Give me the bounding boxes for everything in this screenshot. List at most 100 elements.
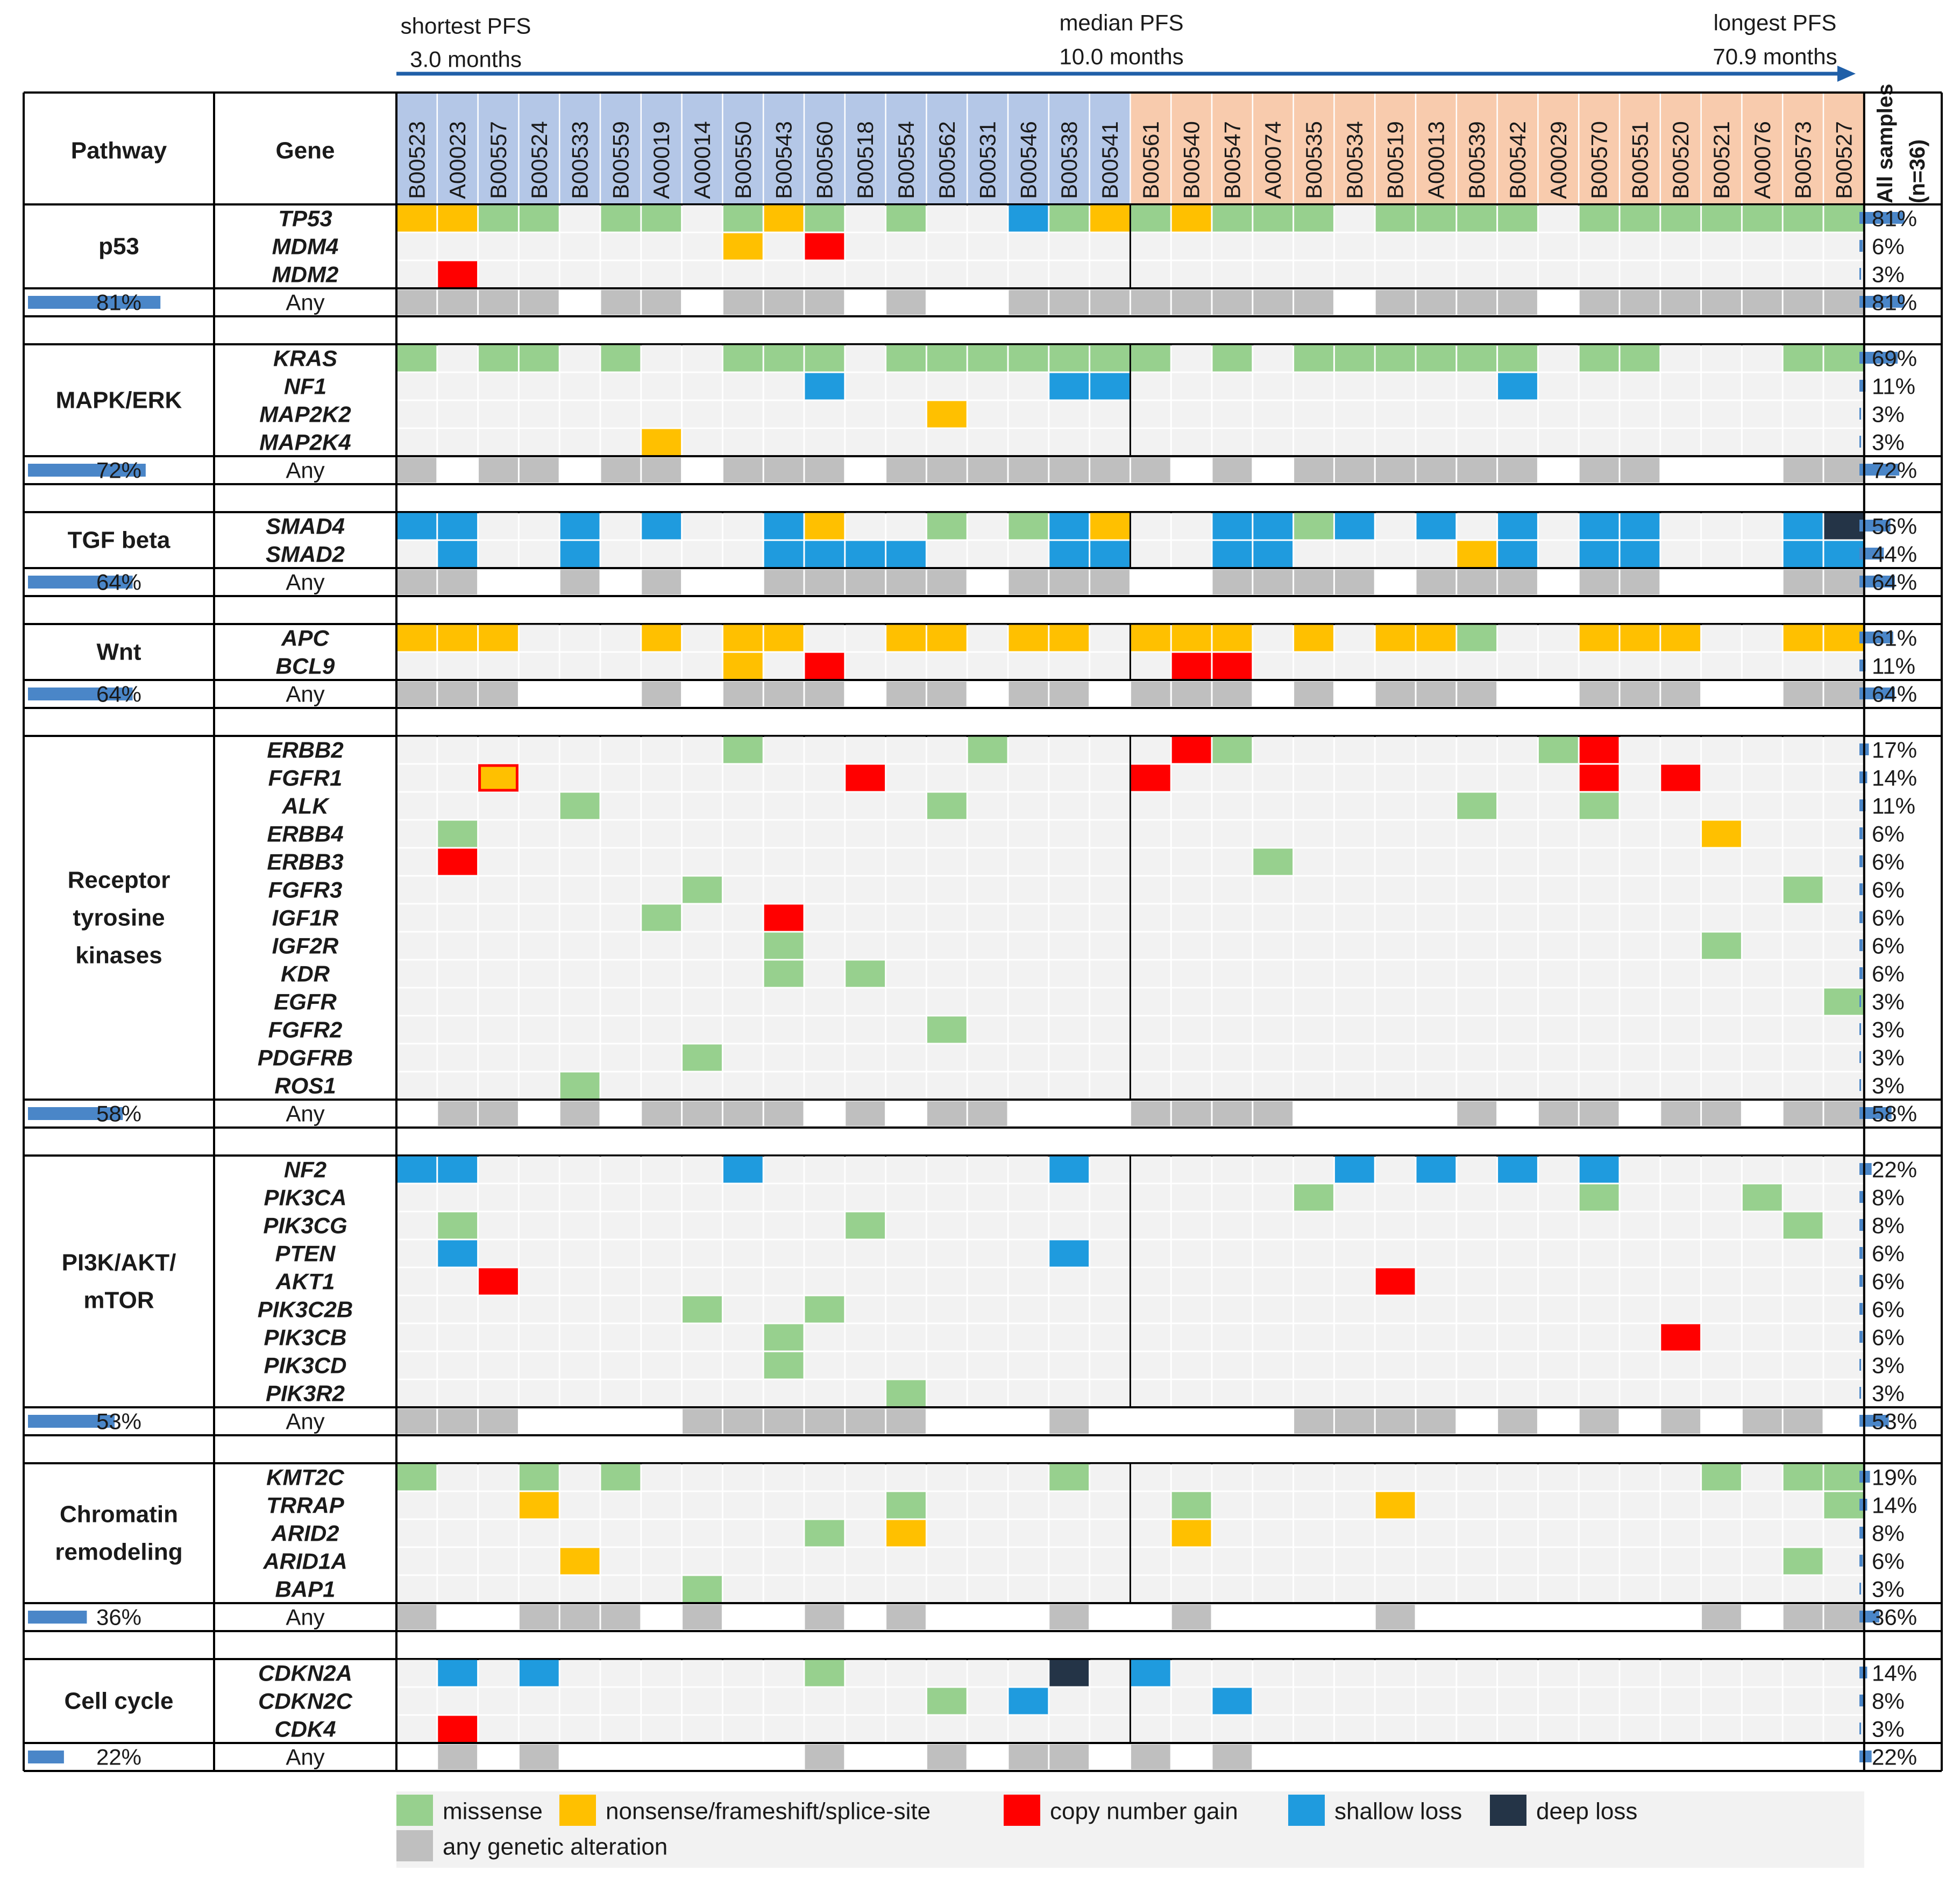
grid-cell-empty — [927, 1380, 967, 1407]
grid-cell-empty — [397, 1324, 437, 1351]
grid-cell-empty — [805, 1380, 844, 1407]
grid-cell-empty — [1661, 736, 1701, 763]
gene-frequency-label: 11% — [1872, 654, 1915, 679]
grid-cell-empty — [1131, 1716, 1170, 1742]
grid-cell-empty — [1375, 792, 1415, 819]
alteration-cell-missense — [1620, 205, 1660, 232]
alteration-cell-missense — [1131, 345, 1170, 372]
grid-cell-empty — [1579, 1716, 1619, 1742]
grid-cell-empty — [1253, 1296, 1293, 1323]
alteration-cell-nonsense — [642, 625, 681, 651]
grid-cell-empty — [968, 401, 1007, 428]
gene-label: PIK3C2B — [258, 1297, 353, 1322]
grid-cell-empty — [1498, 261, 1537, 288]
any-alteration-cell — [1416, 682, 1456, 706]
any-empty-cell — [519, 1409, 559, 1434]
grid-cell-empty — [560, 1660, 600, 1687]
grid-cell-empty — [1212, 401, 1252, 428]
grid-cell-empty — [1416, 764, 1456, 791]
grid-cell-empty — [968, 792, 1007, 819]
grid-cell-empty — [1171, 513, 1211, 540]
grid-cell-empty — [397, 1576, 437, 1603]
alteration-cell-nonsense — [805, 513, 844, 540]
any-alteration-cell — [846, 1101, 885, 1126]
grid-cell-empty — [1131, 1240, 1170, 1267]
grid-cell-empty — [1171, 1072, 1211, 1099]
longest-pfs-value: 70.9 months — [1713, 44, 1837, 69]
grid-cell-empty — [1498, 820, 1537, 847]
gene-label: AKT1 — [275, 1269, 335, 1294]
alteration-cell-missense — [1049, 205, 1089, 232]
grid-cell-empty — [723, 373, 763, 400]
any-alteration-cell — [1294, 1409, 1333, 1434]
sample-header-cell — [559, 93, 600, 204]
pathway-frequency-label: 36% — [96, 1605, 141, 1630]
grid-cell-empty — [846, 429, 885, 456]
grid-cell-empty — [1457, 876, 1497, 903]
grid-cell-empty — [1824, 653, 1864, 679]
gene-label: FGFR1 — [268, 766, 343, 791]
legend-swatch-shallow — [1288, 1795, 1325, 1826]
any-empty-cell — [1538, 290, 1578, 315]
grid-cell-empty — [397, 429, 437, 456]
grid-cell-empty — [846, 876, 885, 903]
grid-cell-empty — [519, 1240, 559, 1267]
any-empty-cell — [1620, 1409, 1660, 1434]
alteration-cell-missense — [927, 513, 967, 540]
grid-cell-empty — [764, 1016, 804, 1043]
sample-id-label: B00542 — [1505, 121, 1530, 199]
grid-cell-empty — [560, 932, 600, 959]
grid-cell-empty — [642, 1380, 681, 1407]
gene-frequency-label: 6% — [1872, 1297, 1905, 1322]
any-alteration-cell — [397, 1605, 437, 1629]
gene-frequency-label: 3% — [1872, 1017, 1905, 1043]
gene-header: Gene — [275, 138, 335, 164]
grid-cell-empty — [1824, 1520, 1864, 1547]
grid-cell-empty — [1457, 653, 1497, 679]
grid-cell-empty — [1416, 988, 1456, 1015]
grid-cell-empty — [1131, 261, 1170, 288]
gene-frequency-bar — [1859, 1303, 1863, 1315]
grid-cell-empty — [560, 233, 600, 260]
grid-cell-empty — [601, 1380, 641, 1407]
grid-cell-empty — [1334, 625, 1374, 651]
grid-cell-empty — [560, 625, 600, 651]
any-alteration-cell — [1049, 1605, 1089, 1629]
grid-cell-empty — [1294, 1268, 1333, 1295]
grid-cell-empty — [1824, 233, 1864, 260]
grid-cell-empty — [1620, 1324, 1660, 1351]
grid-cell-empty — [1661, 1492, 1701, 1519]
any-alteration-cell — [764, 570, 804, 594]
alteration-cell-shallow-loss — [1498, 541, 1537, 568]
gene-frequency-label: 6% — [1872, 1269, 1905, 1294]
grid-cell-empty — [1498, 1184, 1537, 1211]
grid-cell-empty — [1783, 1044, 1823, 1071]
grid-cell-empty — [1212, 1352, 1252, 1379]
any-alteration-cell — [1824, 458, 1864, 483]
any-empty-cell — [1212, 1409, 1252, 1434]
sample-header-cell — [478, 93, 519, 204]
grid-cell-empty — [1253, 960, 1293, 987]
grid-cell-empty — [1538, 261, 1578, 288]
any-empty-cell — [560, 458, 600, 483]
grid-cell-empty — [642, 1212, 681, 1239]
grid-cell-empty — [601, 1212, 641, 1239]
grid-cell-empty — [479, 1044, 518, 1071]
legend-label-deep: deep loss — [1536, 1798, 1637, 1825]
grid-cell-empty — [1538, 876, 1578, 903]
grid-cell-empty — [1212, 1660, 1252, 1687]
gene-frequency-bar — [1859, 911, 1863, 923]
grid-cell-empty — [1009, 848, 1048, 875]
grid-cell-empty — [1375, 653, 1415, 679]
grid-cell-empty — [479, 1464, 518, 1491]
any-alteration-cell — [1579, 1409, 1619, 1434]
grid-cell-empty — [438, 1268, 478, 1295]
grid-cell-empty — [479, 1072, 518, 1099]
grid-cell-empty — [1620, 1352, 1660, 1379]
grid-cell-empty — [1416, 960, 1456, 987]
grid-cell-empty — [601, 1492, 641, 1519]
pathway-label: remodeling — [55, 1539, 182, 1565]
grid-cell-empty — [479, 1324, 518, 1351]
grid-cell-empty — [1171, 401, 1211, 428]
any-alteration-cell — [805, 1409, 844, 1434]
